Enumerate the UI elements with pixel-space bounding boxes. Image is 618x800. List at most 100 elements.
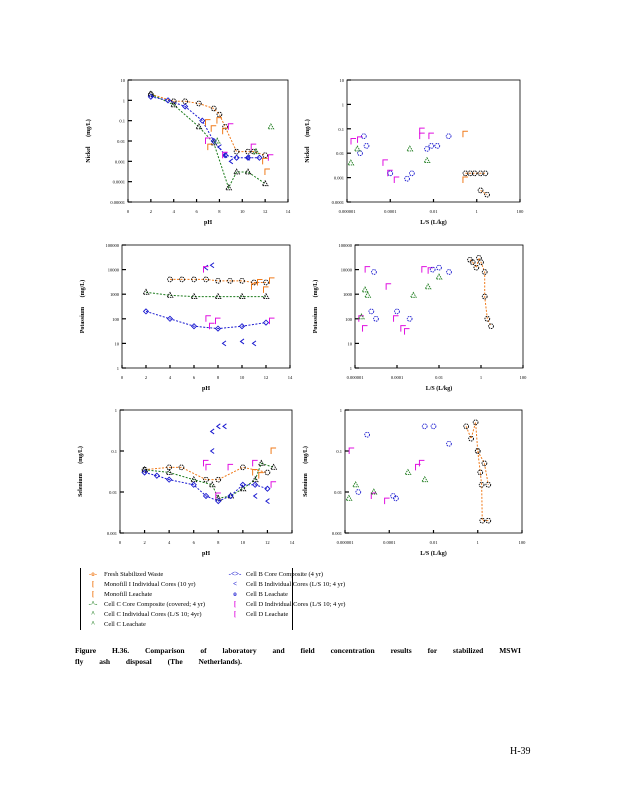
data-point	[262, 157, 268, 165]
y-tick-label: 1000	[343, 292, 353, 297]
data-point	[257, 278, 263, 286]
legend-symbol-icon: [	[91, 590, 95, 598]
x-tick-label: 0.01	[430, 209, 438, 214]
data-point	[353, 145, 361, 152]
y-tick-label: 10	[115, 341, 120, 346]
legend-item: -<>- Cell B Core Composite (4 yr)	[227, 570, 323, 578]
series-line	[145, 310, 267, 330]
data-point	[469, 259, 476, 266]
legend-label: Cell D Individual Cores (L/S 10; 4 yr)	[246, 600, 346, 608]
y-axis-label: Potassium (mg/L)	[79, 280, 86, 334]
series-cell-d-individual-cores-l-s-10-4-yr-	[205, 123, 274, 161]
data-point	[209, 262, 215, 269]
series-cell-d-leachate	[358, 266, 434, 335]
data-point	[251, 283, 257, 290]
data-point	[222, 151, 228, 159]
series-cell-c-leachate	[345, 468, 429, 501]
chart-0: 0.00001 0.0001 0.001 0.01 0.1 1 10 0 2 4 6 8 10 12 14 p…	[85, 78, 291, 226]
data-point	[252, 493, 258, 499]
legend-label: Monofill Leachate	[104, 590, 153, 598]
x-tick-label: 4	[169, 375, 172, 380]
series-line	[477, 450, 489, 485]
x-tick-label: 8	[218, 209, 221, 214]
y-tick-label: 10	[340, 78, 345, 83]
data-point	[462, 176, 468, 183]
data-point	[190, 481, 197, 488]
data-point	[141, 469, 148, 476]
legend-label: Cell D Leachate	[246, 610, 289, 618]
x-tick-label: 0.0001	[383, 540, 395, 545]
series-line	[145, 291, 266, 298]
chart-3: 1 10 100 1000 10000 100000 0.000001 0.0001 0.01 1…	[312, 243, 527, 392]
series-fresh-stabilized-waste	[462, 170, 489, 177]
data-point	[400, 325, 406, 332]
data-point	[404, 175, 410, 182]
x-tick-label: 0.01	[435, 375, 443, 380]
data-point	[245, 148, 251, 155]
legend-label: Monofill I Individual Cores (10 yr)	[104, 580, 196, 588]
data-point	[435, 273, 443, 280]
x-tick-label: 6	[195, 209, 198, 214]
legend-symbol-icon: [	[91, 580, 95, 588]
series-monofill-i-individual-cores-10-yr-	[251, 277, 275, 293]
y-tick-label: 0.1	[111, 449, 117, 454]
y-tick-label: 100000	[106, 243, 120, 248]
data-point	[264, 168, 270, 175]
data-point	[476, 255, 482, 261]
data-point	[252, 459, 258, 467]
data-point	[202, 492, 210, 500]
data-point	[468, 435, 474, 442]
y-tick-label: 1	[340, 408, 342, 413]
data-point	[251, 279, 257, 286]
series-cell-c-individual-cores-l-s-10-4yr-	[213, 123, 275, 144]
data-point	[269, 463, 278, 470]
legend-symbol-icon: -o-	[88, 570, 98, 578]
y-tick-label: 0.0001	[332, 200, 344, 205]
data-point	[428, 143, 435, 149]
legend-label: Cell B Core Composite (4 yr)	[246, 570, 324, 578]
y-tick-label: 0.1	[336, 449, 342, 454]
series-line	[480, 189, 488, 196]
data-point	[221, 340, 227, 347]
y-tick-label: 0.001	[107, 531, 117, 536]
data-point	[224, 184, 233, 191]
data-point	[429, 266, 436, 273]
x-tick-label: 4	[168, 540, 171, 545]
data-point	[252, 147, 260, 155]
y-tick-label: 0.0001	[113, 180, 125, 185]
data-point	[404, 468, 412, 475]
series-line	[150, 93, 266, 156]
data-point	[147, 93, 154, 100]
data-point	[347, 159, 355, 166]
x-tick-label: 1	[476, 209, 478, 214]
data-point	[209, 448, 215, 454]
legend-symbol-icon: -<>-	[228, 570, 242, 578]
series-cell-b-core-composite-4-yr-	[142, 308, 270, 332]
x-tick-label: 4	[173, 209, 176, 214]
data-point	[463, 423, 470, 430]
data-point	[196, 100, 202, 107]
data-point	[467, 170, 474, 177]
data-point	[427, 267, 434, 274]
series-fresh-stabilized-waste	[467, 255, 494, 330]
y-tick-label: 0.01	[117, 139, 125, 144]
data-point	[267, 123, 275, 130]
x-tick-label: 100	[517, 209, 525, 214]
data-point	[190, 292, 198, 300]
data-point	[262, 152, 268, 159]
data-point	[205, 315, 211, 322]
data-point	[446, 440, 452, 447]
data-point	[488, 323, 494, 330]
x-tick-label: 12	[263, 209, 268, 214]
data-point	[207, 143, 213, 151]
y-tick-label: 0.01	[109, 490, 117, 495]
page-number: H-39	[510, 746, 531, 757]
data-point	[205, 463, 211, 471]
x-tick-label: 6	[193, 540, 196, 545]
series-monofill-leachate	[462, 130, 468, 183]
y-tick-label: 0.00001	[110, 200, 125, 205]
data-point	[227, 492, 234, 500]
x-axis-label: L/S (L/kg)	[420, 550, 447, 557]
legend-item: -o- Fresh Stabilized Waste	[85, 570, 163, 578]
